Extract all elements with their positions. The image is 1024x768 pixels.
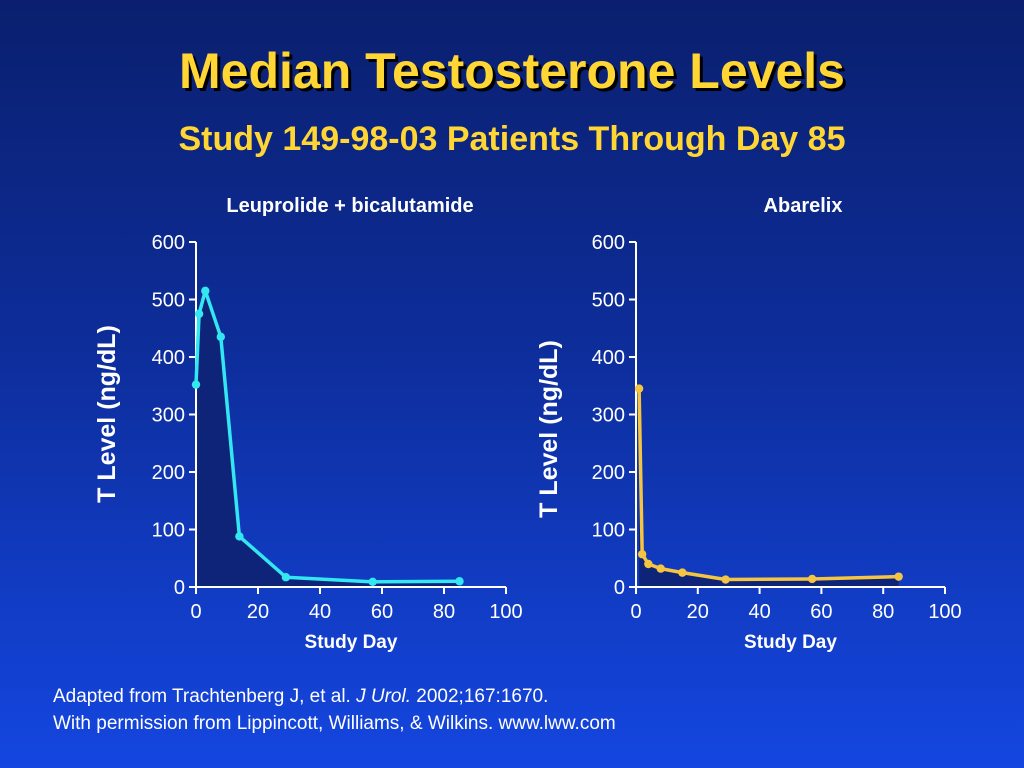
panel-title: Leuprolide + bicalutamide — [226, 195, 473, 217]
y-tick-label: 200 — [152, 462, 185, 484]
data-point — [201, 286, 210, 296]
y-tick-label: 300 — [152, 405, 185, 427]
y-tick-label: 500 — [592, 290, 625, 312]
x-tick-label: 100 — [928, 601, 961, 623]
x-tick-label: 60 — [371, 601, 393, 623]
y-tick-label: 400 — [152, 347, 185, 369]
y-tick-label: 600 — [592, 232, 625, 254]
data-point — [455, 577, 464, 586]
x-tick-label: 80 — [872, 601, 894, 623]
area-fill — [639, 388, 899, 587]
citation-prefix: Adapted from Trachtenberg J, et al. — [53, 686, 357, 707]
y-tick-label: 600 — [152, 232, 185, 254]
x-tick-label: 80 — [433, 601, 455, 623]
data-point — [894, 572, 903, 581]
chart-right: 0 100 200 300 400 500 600 0 20 40 60 80 100 Abarelix S… — [535, 195, 962, 653]
data-point — [678, 568, 687, 577]
series-line — [637, 388, 899, 582]
data-point — [194, 309, 204, 319]
data-point — [216, 332, 225, 342]
area-fill — [196, 290, 460, 587]
data-point — [721, 575, 730, 584]
permission-line: With permission from Lippincott, William… — [53, 713, 616, 734]
slide-subtitle: Study 149-98-03 Patients Through Day 85 — [178, 120, 846, 158]
data-point — [368, 577, 377, 587]
y-tick-label: 100 — [592, 520, 625, 542]
x-axis-label: Study Day — [305, 632, 398, 653]
x-tick-label: 60 — [810, 601, 832, 623]
data-point — [644, 559, 653, 569]
x-tick-label: 20 — [247, 601, 269, 623]
chart-left: 0 100 200 300 400 500 600 0 20 40 60 80 100 Leuprolid… — [93, 195, 523, 653]
slide-title: Median Testosterone Levels — [179, 43, 845, 99]
x-tick-label: 40 — [309, 601, 331, 623]
citation-journal: J Urol. — [356, 686, 412, 707]
y-tick-label: 100 — [152, 520, 185, 542]
data-point — [637, 550, 647, 559]
data-point — [191, 380, 201, 389]
y-tick-label: 200 — [592, 462, 625, 484]
x-tick-label: 20 — [687, 601, 709, 623]
data-point — [281, 573, 291, 582]
data-point — [634, 384, 644, 393]
x-tick-label: 0 — [630, 601, 641, 623]
citation-line: Adapted from Trachtenberg J, et al. J Ur… — [53, 686, 548, 708]
citation-suffix: 2002;167:1670. — [411, 686, 549, 707]
y-tick-label: 400 — [592, 347, 625, 369]
x-axis-label: Study Day — [744, 632, 837, 653]
x-tick-label: 100 — [489, 601, 522, 623]
y-axis-label: T Level (ng/dL) — [535, 340, 563, 518]
data-point — [656, 564, 665, 573]
y-tick-label: 500 — [152, 290, 185, 312]
data-point — [235, 532, 244, 541]
y-tick-label: 0 — [614, 577, 625, 599]
x-tick-label: 40 — [748, 601, 770, 623]
y-tick-label: 300 — [592, 405, 625, 427]
y-tick-label: 0 — [174, 577, 185, 599]
y-axis-label: T Level (ng/dL) — [93, 325, 121, 503]
panel-title: Abarelix — [764, 195, 843, 217]
data-point — [807, 574, 817, 584]
x-tick-label: 0 — [190, 601, 201, 623]
